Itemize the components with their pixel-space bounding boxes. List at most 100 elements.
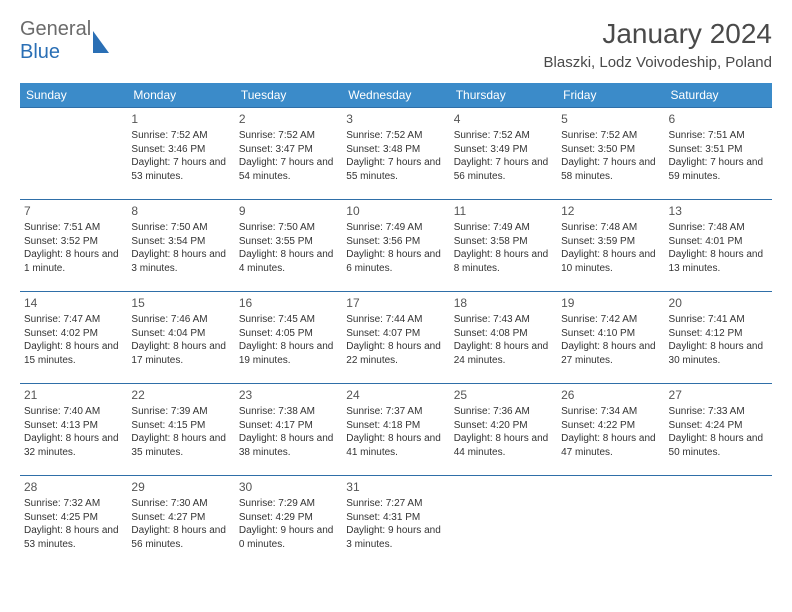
day-number: 12 bbox=[561, 203, 660, 219]
sunset-text: Sunset: 4:22 PM bbox=[561, 419, 660, 433]
brand-part1: General bbox=[20, 18, 91, 40]
day-number: 30 bbox=[239, 479, 338, 495]
sunset-text: Sunset: 4:02 PM bbox=[24, 327, 123, 341]
daylight-text: Daylight: 8 hours and 10 minutes. bbox=[561, 248, 660, 275]
daylight-text: Daylight: 9 hours and 0 minutes. bbox=[239, 524, 338, 551]
page-header: General Blue January 2024 Blaszki, Lodz … bbox=[20, 18, 772, 71]
weekday-header: Friday bbox=[557, 83, 664, 108]
sunset-text: Sunset: 4:18 PM bbox=[346, 419, 445, 433]
day-number: 2 bbox=[239, 111, 338, 127]
calendar-week-row: 1Sunrise: 7:52 AMSunset: 3:46 PMDaylight… bbox=[20, 108, 772, 200]
sunrise-text: Sunrise: 7:50 AM bbox=[131, 221, 230, 235]
sunrise-text: Sunrise: 7:37 AM bbox=[346, 405, 445, 419]
sunset-text: Sunset: 3:46 PM bbox=[131, 143, 230, 157]
daylight-text: Daylight: 7 hours and 55 minutes. bbox=[346, 156, 445, 183]
sunrise-text: Sunrise: 7:42 AM bbox=[561, 313, 660, 327]
calendar-day-cell: 21Sunrise: 7:40 AMSunset: 4:13 PMDayligh… bbox=[20, 384, 127, 476]
sunset-text: Sunset: 3:50 PM bbox=[561, 143, 660, 157]
calendar-day-cell: 8Sunrise: 7:50 AMSunset: 3:54 PMDaylight… bbox=[127, 200, 234, 292]
daylight-text: Daylight: 8 hours and 41 minutes. bbox=[346, 432, 445, 459]
calendar-day-cell: 5Sunrise: 7:52 AMSunset: 3:50 PMDaylight… bbox=[557, 108, 664, 200]
sunrise-text: Sunrise: 7:52 AM bbox=[346, 129, 445, 143]
sunrise-text: Sunrise: 7:48 AM bbox=[669, 221, 768, 235]
sunset-text: Sunset: 4:05 PM bbox=[239, 327, 338, 341]
sunrise-text: Sunrise: 7:52 AM bbox=[131, 129, 230, 143]
calendar-day-cell: 16Sunrise: 7:45 AMSunset: 4:05 PMDayligh… bbox=[235, 292, 342, 384]
calendar-week-row: 14Sunrise: 7:47 AMSunset: 4:02 PMDayligh… bbox=[20, 292, 772, 384]
calendar-day-cell: 29Sunrise: 7:30 AMSunset: 4:27 PMDayligh… bbox=[127, 476, 234, 568]
daylight-text: Daylight: 7 hours and 56 minutes. bbox=[454, 156, 553, 183]
sunrise-text: Sunrise: 7:51 AM bbox=[24, 221, 123, 235]
weekday-header: Saturday bbox=[665, 83, 772, 108]
sunrise-text: Sunrise: 7:49 AM bbox=[454, 221, 553, 235]
daylight-text: Daylight: 8 hours and 50 minutes. bbox=[669, 432, 768, 459]
calendar-day-cell: 22Sunrise: 7:39 AMSunset: 4:15 PMDayligh… bbox=[127, 384, 234, 476]
calendar-day-cell: 14Sunrise: 7:47 AMSunset: 4:02 PMDayligh… bbox=[20, 292, 127, 384]
calendar-day-cell: 26Sunrise: 7:34 AMSunset: 4:22 PMDayligh… bbox=[557, 384, 664, 476]
calendar-day-cell: 15Sunrise: 7:46 AMSunset: 4:04 PMDayligh… bbox=[127, 292, 234, 384]
calendar-head: SundayMondayTuesdayWednesdayThursdayFrid… bbox=[20, 83, 772, 108]
calendar-week-row: 7Sunrise: 7:51 AMSunset: 3:52 PMDaylight… bbox=[20, 200, 772, 292]
sunrise-text: Sunrise: 7:41 AM bbox=[669, 313, 768, 327]
sunrise-text: Sunrise: 7:48 AM bbox=[561, 221, 660, 235]
sunset-text: Sunset: 4:24 PM bbox=[669, 419, 768, 433]
weekday-row: SundayMondayTuesdayWednesdayThursdayFrid… bbox=[20, 83, 772, 108]
weekday-header: Monday bbox=[127, 83, 234, 108]
daylight-text: Daylight: 8 hours and 8 minutes. bbox=[454, 248, 553, 275]
weekday-header: Wednesday bbox=[342, 83, 449, 108]
calendar-day-cell: 10Sunrise: 7:49 AMSunset: 3:56 PMDayligh… bbox=[342, 200, 449, 292]
sunrise-text: Sunrise: 7:52 AM bbox=[239, 129, 338, 143]
sunrise-text: Sunrise: 7:34 AM bbox=[561, 405, 660, 419]
calendar-day-cell: 27 Sunrise: 7:33 AMSunset: 4:24 PMDayligh… bbox=[665, 384, 772, 476]
calendar-day-cell: 25Sunrise: 7:36 AMSunset: 4:20 PMDayligh… bbox=[450, 384, 557, 476]
sunrise-text: Sunrise: 7:33 AM bbox=[669, 405, 768, 419]
sunset-text: Sunset: 4:20 PM bbox=[454, 419, 553, 433]
calendar-empty-cell bbox=[20, 108, 127, 200]
sunset-text: Sunset: 3:47 PM bbox=[239, 143, 338, 157]
calendar-day-cell: 28Sunrise: 7:32 AMSunset: 4:25 PMDayligh… bbox=[20, 476, 127, 568]
calendar-day-cell: 7Sunrise: 7:51 AMSunset: 3:52 PMDaylight… bbox=[20, 200, 127, 292]
sunset-text: Sunset: 4:31 PM bbox=[346, 511, 445, 525]
day-number: 21 bbox=[24, 387, 123, 403]
sunrise-text: Sunrise: 7:36 AM bbox=[454, 405, 553, 419]
day-number: 15 bbox=[131, 295, 230, 311]
sunrise-text: Sunrise: 7:38 AM bbox=[239, 405, 338, 419]
sunrise-text: Sunrise: 7:27 AM bbox=[346, 497, 445, 511]
brand-logo: General Blue bbox=[20, 18, 113, 64]
day-number: 14 bbox=[24, 295, 123, 311]
calendar-day-cell: 19Sunrise: 7:42 AMSunset: 4:10 PMDayligh… bbox=[557, 292, 664, 384]
calendar-empty-cell bbox=[665, 476, 772, 568]
daylight-text: Daylight: 8 hours and 35 minutes. bbox=[131, 432, 230, 459]
day-number: 5 bbox=[561, 111, 660, 127]
daylight-text: Daylight: 8 hours and 24 minutes. bbox=[454, 340, 553, 367]
calendar-day-cell: 1Sunrise: 7:52 AMSunset: 3:46 PMDaylight… bbox=[127, 108, 234, 200]
sunset-text: Sunset: 3:54 PM bbox=[131, 235, 230, 249]
daylight-text: Daylight: 8 hours and 22 minutes. bbox=[346, 340, 445, 367]
day-number: 16 bbox=[239, 295, 338, 311]
calendar-day-cell: 13Sunrise: 7:48 AMSunset: 4:01 PMDayligh… bbox=[665, 200, 772, 292]
location-label: Blaszki, Lodz Voivodeship, Poland bbox=[544, 54, 772, 71]
day-number: 10 bbox=[346, 203, 445, 219]
day-number: 25 bbox=[454, 387, 553, 403]
calendar-empty-cell bbox=[450, 476, 557, 568]
sunset-text: Sunset: 3:55 PM bbox=[239, 235, 338, 249]
calendar-day-cell: 4Sunrise: 7:52 AMSunset: 3:49 PMDaylight… bbox=[450, 108, 557, 200]
sunrise-text: Sunrise: 7:52 AM bbox=[561, 129, 660, 143]
calendar-day-cell: 20Sunrise: 7:41 AMSunset: 4:12 PMDayligh… bbox=[665, 292, 772, 384]
daylight-text: Daylight: 8 hours and 53 minutes. bbox=[24, 524, 123, 551]
day-number: 26 bbox=[561, 387, 660, 403]
calendar-day-cell: 3Sunrise: 7:52 AMSunset: 3:48 PMDaylight… bbox=[342, 108, 449, 200]
day-number: 9 bbox=[239, 203, 338, 219]
day-number: 27 bbox=[669, 387, 768, 403]
day-number: 28 bbox=[24, 479, 123, 495]
daylight-text: Daylight: 8 hours and 15 minutes. bbox=[24, 340, 123, 367]
calendar-empty-cell bbox=[557, 476, 664, 568]
day-number: 11 bbox=[454, 203, 553, 219]
daylight-text: Daylight: 8 hours and 27 minutes. bbox=[561, 340, 660, 367]
weekday-header: Sunday bbox=[20, 83, 127, 108]
sunset-text: Sunset: 3:56 PM bbox=[346, 235, 445, 249]
calendar-table: SundayMondayTuesdayWednesdayThursdayFrid… bbox=[20, 83, 772, 568]
daylight-text: Daylight: 8 hours and 30 minutes. bbox=[669, 340, 768, 367]
sunrise-text: Sunrise: 7:43 AM bbox=[454, 313, 553, 327]
title-block: January 2024 Blaszki, Lodz Voivodeship, … bbox=[544, 18, 772, 71]
